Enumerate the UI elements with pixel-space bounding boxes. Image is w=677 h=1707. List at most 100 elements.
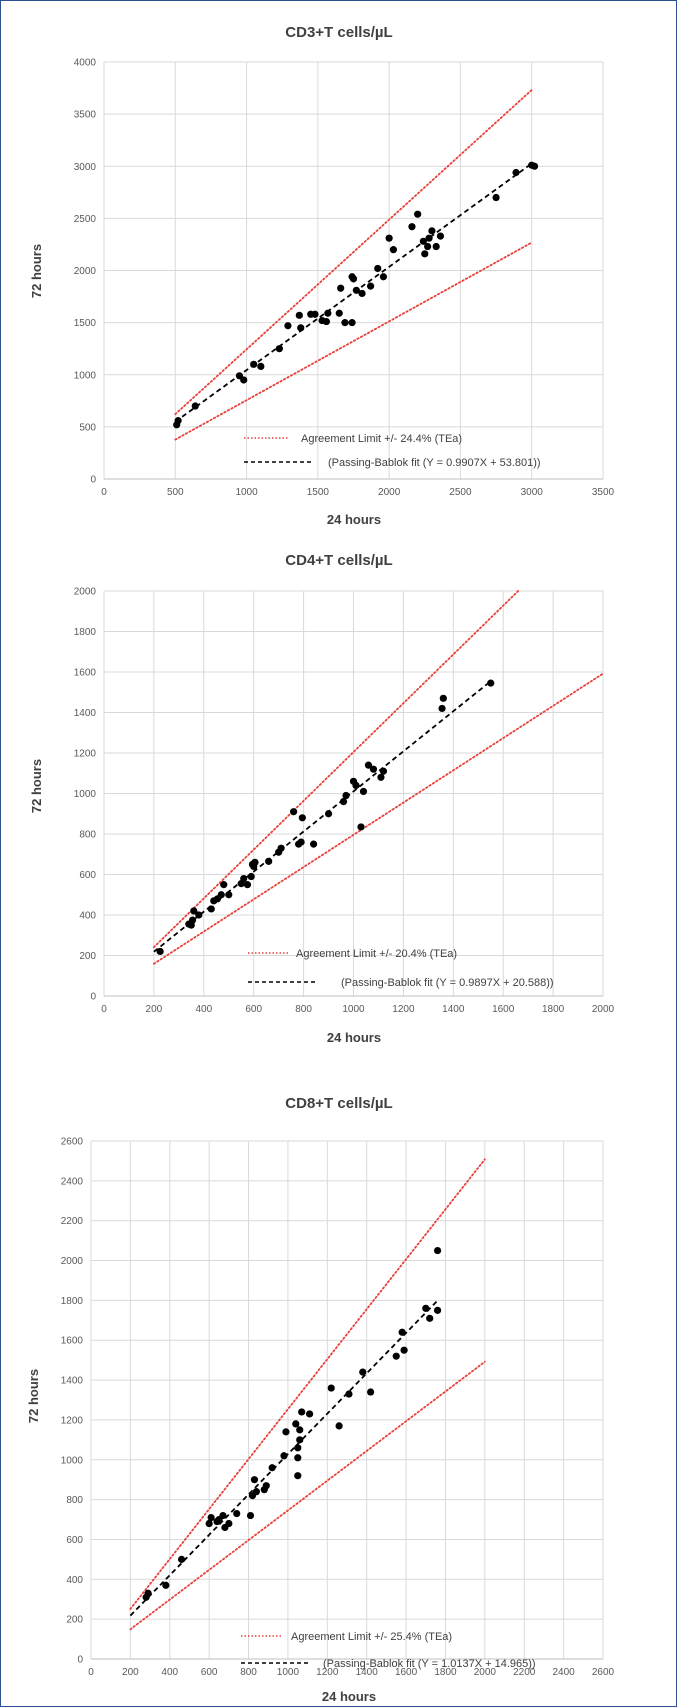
data-point xyxy=(250,1476,259,1484)
x-tick-label: 1600 xyxy=(395,1667,418,1678)
data-point xyxy=(284,322,292,330)
data-point xyxy=(280,1452,288,1460)
data-point xyxy=(262,1482,270,1490)
data-point xyxy=(275,345,283,353)
x-tick-label: 1200 xyxy=(392,1004,415,1015)
x-axis-label: 24 hours xyxy=(327,1030,381,1045)
x-axis-label: 24 hours xyxy=(327,512,381,527)
y-tick-label: 800 xyxy=(66,1495,83,1506)
y-tick-label: 200 xyxy=(66,1615,83,1626)
data-point xyxy=(327,1384,335,1392)
data-point xyxy=(207,905,215,913)
y-tick-label: 1200 xyxy=(61,1415,84,1426)
y-tick-label: 400 xyxy=(79,911,96,922)
y-tick-label: 2000 xyxy=(61,1256,84,1267)
data-point xyxy=(408,223,416,231)
lower-agreement-limit-line xyxy=(129,1360,486,1631)
x-tick-label: 1400 xyxy=(356,1667,379,1678)
x-axis-label: 24 hours xyxy=(322,1689,376,1704)
y-tick-label: 2200 xyxy=(61,1216,84,1227)
data-point xyxy=(348,319,356,327)
passing-bablok-fit-line xyxy=(153,680,492,953)
y-tick-label: 1000 xyxy=(61,1455,84,1466)
lower-agreement-limit-line xyxy=(152,672,604,965)
data-point xyxy=(398,1328,406,1336)
data-point xyxy=(400,1346,408,1354)
data-point xyxy=(294,1472,302,1480)
data-point xyxy=(309,840,318,848)
data-point xyxy=(324,810,333,818)
data-point xyxy=(487,679,495,687)
data-point xyxy=(195,911,203,919)
data-point xyxy=(359,787,368,796)
data-point xyxy=(268,1464,276,1472)
y-tick-label: 800 xyxy=(79,830,96,841)
data-point xyxy=(240,376,248,384)
data-point xyxy=(419,237,427,245)
chart-cd8: CD8+T cells/µL 0 200 400 600 800 1000 1200 1400… xyxy=(26,1095,615,1704)
data-point xyxy=(339,798,348,806)
data-point xyxy=(252,1488,261,1496)
data-point xyxy=(220,881,228,889)
data-point xyxy=(246,1511,255,1520)
y-tick-label: 1000 xyxy=(74,789,97,800)
x-tick-label: 1400 xyxy=(442,1004,465,1015)
y-tick-label: 0 xyxy=(90,992,96,1003)
chart-panel-cd8: CD8+T cells/µL 0 200 400 600 800 1000 1200 1400… xyxy=(1,1081,677,1707)
x-tick-label: 2200 xyxy=(513,1667,536,1678)
legend-label-limit: Agreement Limit +/- 24.4% (TEa) xyxy=(301,433,462,445)
data-point xyxy=(322,317,331,326)
y-tick-label: 1800 xyxy=(61,1296,84,1307)
data-point xyxy=(298,1408,306,1416)
upper-agreement-limit-line xyxy=(174,89,533,416)
data-point xyxy=(257,362,265,371)
data-point xyxy=(352,781,360,789)
x-tick-label: 1000 xyxy=(277,1667,300,1678)
y-tick-label: 0 xyxy=(90,475,96,486)
data-point xyxy=(290,808,298,816)
grid-lines xyxy=(90,1140,604,1660)
y-tick-label: 2500 xyxy=(74,214,97,225)
data-point xyxy=(233,1509,241,1518)
data-point xyxy=(247,872,255,881)
y-tick-label: 600 xyxy=(79,870,96,881)
data-point xyxy=(367,282,375,290)
x-tick-label: 1800 xyxy=(542,1004,565,1015)
x-tick-label: 1600 xyxy=(492,1004,515,1015)
data-point xyxy=(250,360,258,368)
x-tick-label: 0 xyxy=(101,487,107,498)
data-point xyxy=(335,1422,343,1430)
y-tick-label: 2400 xyxy=(61,1176,84,1187)
data-point xyxy=(428,227,436,235)
data-point xyxy=(296,1436,304,1444)
limit-lines xyxy=(174,89,533,441)
x-tick-label: 3000 xyxy=(521,487,544,498)
data-point xyxy=(377,773,385,781)
x-tick-label: 2000 xyxy=(592,1004,615,1015)
chart-title: CD8+T cells/µL xyxy=(285,1095,392,1112)
data-point xyxy=(190,907,198,915)
data-point xyxy=(337,284,345,292)
data-point xyxy=(367,1388,375,1396)
y-tick-label: 3000 xyxy=(74,162,97,173)
data-point xyxy=(191,402,199,410)
y-tick-label: 1400 xyxy=(61,1376,84,1387)
data-point xyxy=(349,275,358,283)
data-point xyxy=(335,309,343,317)
data-point xyxy=(433,1306,442,1314)
data-point xyxy=(162,1581,170,1589)
data-point xyxy=(297,838,305,846)
y-tick-label: 1400 xyxy=(74,708,97,719)
fit-line xyxy=(129,1299,439,1617)
chart-cd3: CD3+T cells/µL 0 500 1000 1500 2000 2500 3000 3… xyxy=(29,24,615,527)
y-tick-label: 1000 xyxy=(74,370,97,381)
y-axis-label: 72 hours xyxy=(26,1369,41,1423)
x-tick-label: 2400 xyxy=(552,1667,575,1678)
y-tick-labels: 0 500 1000 1500 2000 2500 3000 3500 4000 xyxy=(74,58,97,486)
data-point xyxy=(357,823,365,831)
upper-agreement-limit-line xyxy=(129,1158,486,1610)
data-point xyxy=(422,1304,430,1312)
data-point xyxy=(392,1352,400,1360)
y-tick-label: 1500 xyxy=(74,318,97,329)
y-tick-label: 600 xyxy=(66,1535,83,1546)
